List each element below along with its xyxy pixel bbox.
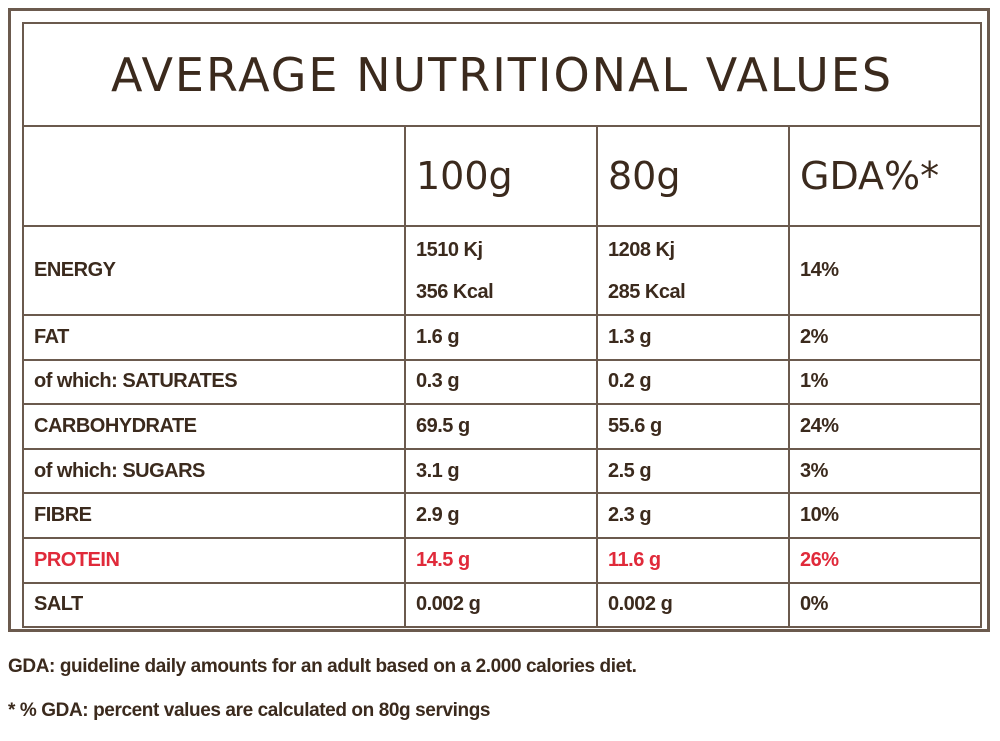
value-gda: 1%: [788, 358, 982, 406]
value-100g: 0.3 g: [404, 358, 598, 406]
value-100g: 1.6 g: [404, 314, 598, 361]
table-row: FAT 1.6 g 1.3 g 2%: [22, 314, 982, 361]
header-empty-cell: [22, 125, 406, 227]
header-80g: 80g: [596, 125, 790, 227]
header-100g: 100g: [404, 125, 598, 227]
row-label: CARBOHYDRATE: [22, 403, 406, 450]
value-80g: 1.3 g: [596, 314, 790, 361]
value-100g-kcal: 356 Kcal: [416, 280, 494, 303]
value-gda: 26%: [788, 536, 982, 584]
value-100g: 0.002 g: [404, 581, 598, 629]
value-80g-kj: 1208 Kj: [608, 238, 675, 261]
row-label: FIBRE: [22, 492, 406, 539]
gda-definition-note: GDA: guideline daily amounts for an adul…: [8, 656, 637, 677]
value-80g-kcal: 285 Kcal: [608, 280, 686, 303]
value-gda: 10%: [788, 492, 982, 539]
table-row: of which: SUGARS 3.1 g 2.5 g 3%: [22, 447, 982, 495]
table-title: AVERAGE NUTRITIONAL VALUES: [22, 22, 982, 127]
header-row: 100g 80g GDA%*: [22, 125, 982, 227]
table-row: of which: SATURATES 0.3 g 0.2 g 1%: [22, 358, 982, 406]
value-gda: 0%: [788, 581, 982, 629]
value-100g: 2.9 g: [404, 492, 598, 539]
table-row: ENERGY 1510 Kj 356 Kcal 1208 Kj 285 Kcal…: [22, 225, 982, 316]
table-row: CARBOHYDRATE 69.5 g 55.6 g 24%: [22, 403, 982, 450]
nutrition-table: AVERAGE NUTRITIONAL VALUES 100g 80g GDA%…: [22, 22, 982, 629]
value-gda: 14%: [788, 225, 982, 316]
value-80g: 55.6 g: [596, 403, 790, 450]
value-100g: 14.5 g: [404, 536, 598, 584]
value-100g: 3.1 g: [404, 447, 598, 495]
row-label: of which: SATURATES: [22, 358, 406, 406]
table-row: SALT 0.002 g 0.002 g 0%: [22, 581, 982, 629]
value-80g: 11.6 g: [596, 536, 790, 584]
value-80g: 0.2 g: [596, 358, 790, 406]
value-80g: 0.002 g: [596, 581, 790, 629]
value-80g: 2.3 g: [596, 492, 790, 539]
row-label: of which: SUGARS: [22, 447, 406, 495]
gda-percent-note: * % GDA: percent values are calculated o…: [8, 700, 491, 721]
row-label: SALT: [22, 581, 406, 629]
row-label: FAT: [22, 314, 406, 361]
table-row-protein: PROTEIN 14.5 g 11.6 g 26%: [22, 536, 982, 584]
value-100g: 1510 Kj 356 Kcal: [404, 225, 598, 316]
value-gda: 2%: [788, 314, 982, 361]
value-80g: 1208 Kj 285 Kcal: [596, 225, 790, 316]
row-label: PROTEIN: [22, 536, 406, 584]
table-row: FIBRE 2.9 g 2.3 g 10%: [22, 492, 982, 539]
value-80g: 2.5 g: [596, 447, 790, 495]
row-label: ENERGY: [22, 225, 406, 316]
value-gda: 3%: [788, 447, 982, 495]
value-gda: 24%: [788, 403, 982, 450]
header-gda: GDA%*: [788, 125, 982, 227]
table-frame: [8, 8, 990, 632]
value-100g-kj: 1510 Kj: [416, 238, 483, 261]
value-100g: 69.5 g: [404, 403, 598, 450]
